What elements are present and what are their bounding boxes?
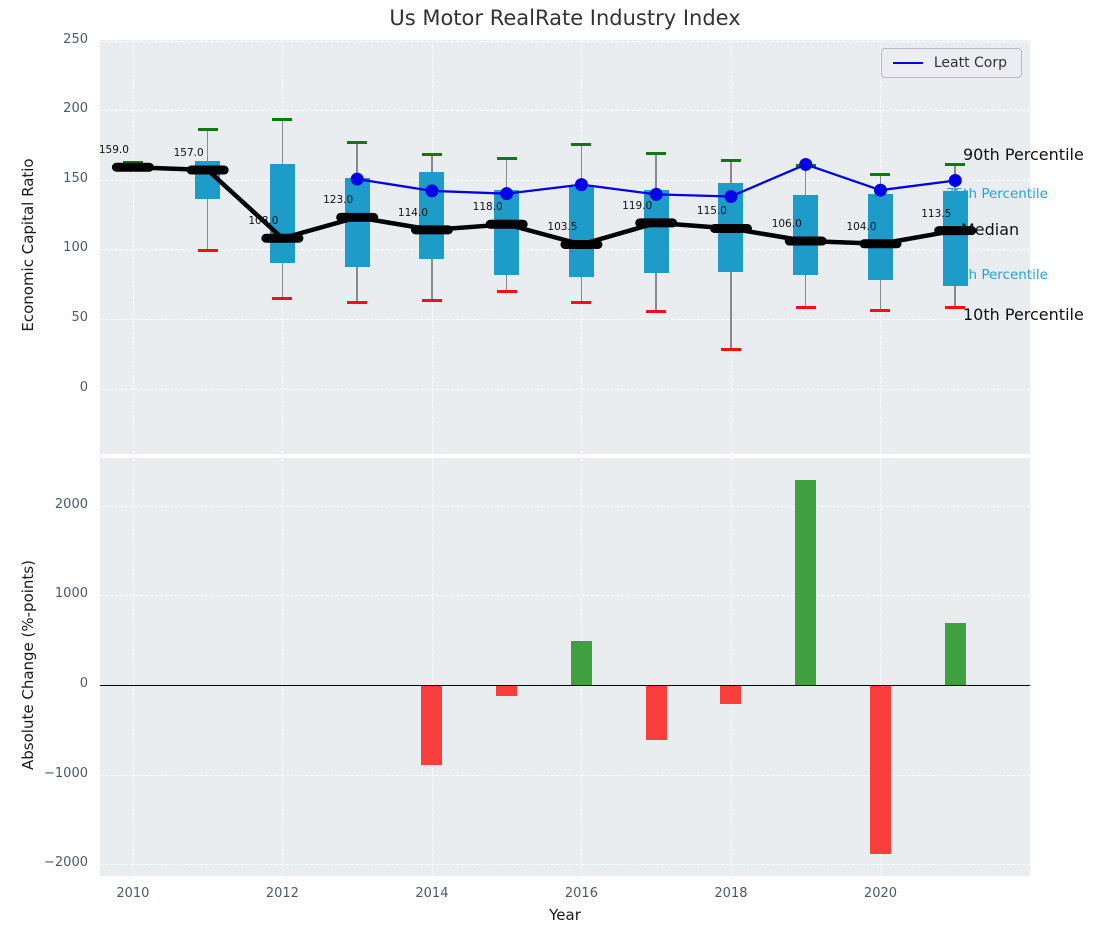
iqr-box	[269, 164, 295, 264]
p90-cap	[720, 159, 741, 163]
change-bar-positive	[944, 623, 966, 685]
iqr-box	[718, 182, 744, 272]
median-value-label: 123.0	[323, 194, 354, 207]
gridline	[100, 864, 1030, 866]
legend-line-swatch	[892, 61, 923, 65]
median-value-label: 113.5	[921, 207, 952, 220]
annotation-10th-percentile: 10th Percentile	[963, 305, 1084, 324]
annotation-90th-percentile: 90th Percentile	[963, 145, 1084, 164]
top-y-tick-label: 200	[63, 101, 88, 117]
top-y-tick-label: 50	[71, 309, 88, 325]
top-y-tick-label: 0	[79, 379, 88, 395]
gridline	[100, 595, 1030, 597]
gridline	[100, 40, 1030, 42]
bottom-y-tick-label: 1000	[54, 586, 88, 602]
p10-cap	[870, 309, 891, 313]
bottom-y-tick-label: −1000	[44, 765, 88, 781]
p90-cap	[496, 157, 517, 161]
p90-cap	[122, 160, 143, 164]
bottom-plot	[100, 458, 1030, 876]
p10-cap	[421, 299, 442, 303]
gridline	[100, 505, 1030, 507]
median-value-label: 115.0	[696, 205, 727, 218]
legend: Leatt Corp	[880, 48, 1022, 78]
gridline	[100, 318, 1030, 320]
change-bar-negative	[869, 684, 891, 855]
p10-cap	[496, 289, 517, 293]
gridline	[100, 110, 1030, 112]
median-value-label: 159.0	[98, 144, 129, 157]
change-bar-positive	[795, 479, 817, 685]
annotation-25th-percentile: 25th Percentile	[946, 267, 1048, 283]
p90-cap	[421, 152, 442, 156]
annotation-75th-percentile: 75th Percentile	[946, 186, 1048, 202]
median-value-label: 106.0	[771, 218, 802, 230]
median-value-label: 157.0	[173, 147, 204, 160]
p10-cap	[197, 249, 218, 253]
iqr-box	[867, 193, 893, 280]
p90-cap	[646, 151, 667, 155]
p90-cap	[347, 140, 368, 144]
p10-cap	[945, 306, 966, 310]
x-axis-label: Year	[549, 906, 581, 924]
bottom-y-axis-label: Absolute Change (%-points)	[19, 560, 37, 770]
x-tick-label: 2018	[714, 886, 748, 901]
iqr-box	[793, 195, 819, 276]
change-bar-negative	[421, 684, 443, 765]
iqr-box	[344, 178, 370, 268]
change-bar-negative	[645, 684, 667, 740]
p90-cap	[272, 118, 293, 122]
gridline	[132, 458, 134, 876]
chart-title: Us Motor RealRate Industry Index	[389, 6, 741, 30]
change-bar-negative	[720, 684, 742, 704]
top-y-tick-label: 100	[63, 240, 88, 256]
p10-cap	[720, 348, 741, 352]
median-value-label: 119.0	[622, 199, 653, 212]
bottom-y-tick-label: 0	[79, 675, 88, 691]
median-value-label: 114.0	[397, 206, 428, 219]
p90-cap	[197, 128, 218, 132]
p10-cap	[571, 301, 592, 305]
gridline	[100, 249, 1030, 251]
p10-cap	[122, 167, 143, 171]
p10-cap	[347, 300, 368, 304]
gridline	[282, 458, 284, 876]
median-value-label: 108.0	[248, 215, 279, 228]
p90-cap	[870, 172, 891, 176]
gridline	[880, 458, 882, 876]
top-y-tick-label: 250	[63, 31, 88, 47]
p10-cap	[646, 309, 667, 313]
p90-cap	[571, 142, 592, 146]
x-tick-label: 2010	[116, 886, 150, 901]
bottom-y-tick-label: −2000	[44, 855, 88, 871]
median-value-label: 118.0	[472, 201, 503, 214]
top-plot: Leatt Corp 90th Percentile 75th Percenti…	[99, 40, 1084, 454]
p10-cap	[272, 297, 293, 301]
gridline	[100, 388, 1030, 390]
legend-label: Leatt Corp	[933, 55, 1007, 71]
x-tick-label: 2020	[863, 886, 898, 901]
x-tick-label: 2012	[265, 886, 299, 901]
gridline	[431, 458, 433, 876]
bottom-y-tick-label: 2000	[54, 496, 88, 512]
p10-cap	[795, 306, 816, 310]
gridline	[100, 179, 1030, 181]
x-tick-label: 2016	[564, 886, 598, 901]
p90-cap	[795, 163, 816, 167]
median-value-label: 103.5	[547, 221, 578, 234]
zero-axis-line	[100, 684, 1030, 686]
x-tick-label: 2014	[415, 886, 449, 901]
iqr-box	[195, 160, 221, 200]
gridline	[100, 774, 1030, 776]
annotation-median: Median	[961, 220, 1020, 239]
median-value-label: 104.0	[846, 220, 877, 233]
gridline	[730, 458, 732, 876]
top-y-tick-label: 150	[63, 170, 88, 186]
change-bar-negative	[496, 684, 518, 696]
change-bar-positive	[570, 640, 592, 685]
gridline	[132, 40, 134, 454]
